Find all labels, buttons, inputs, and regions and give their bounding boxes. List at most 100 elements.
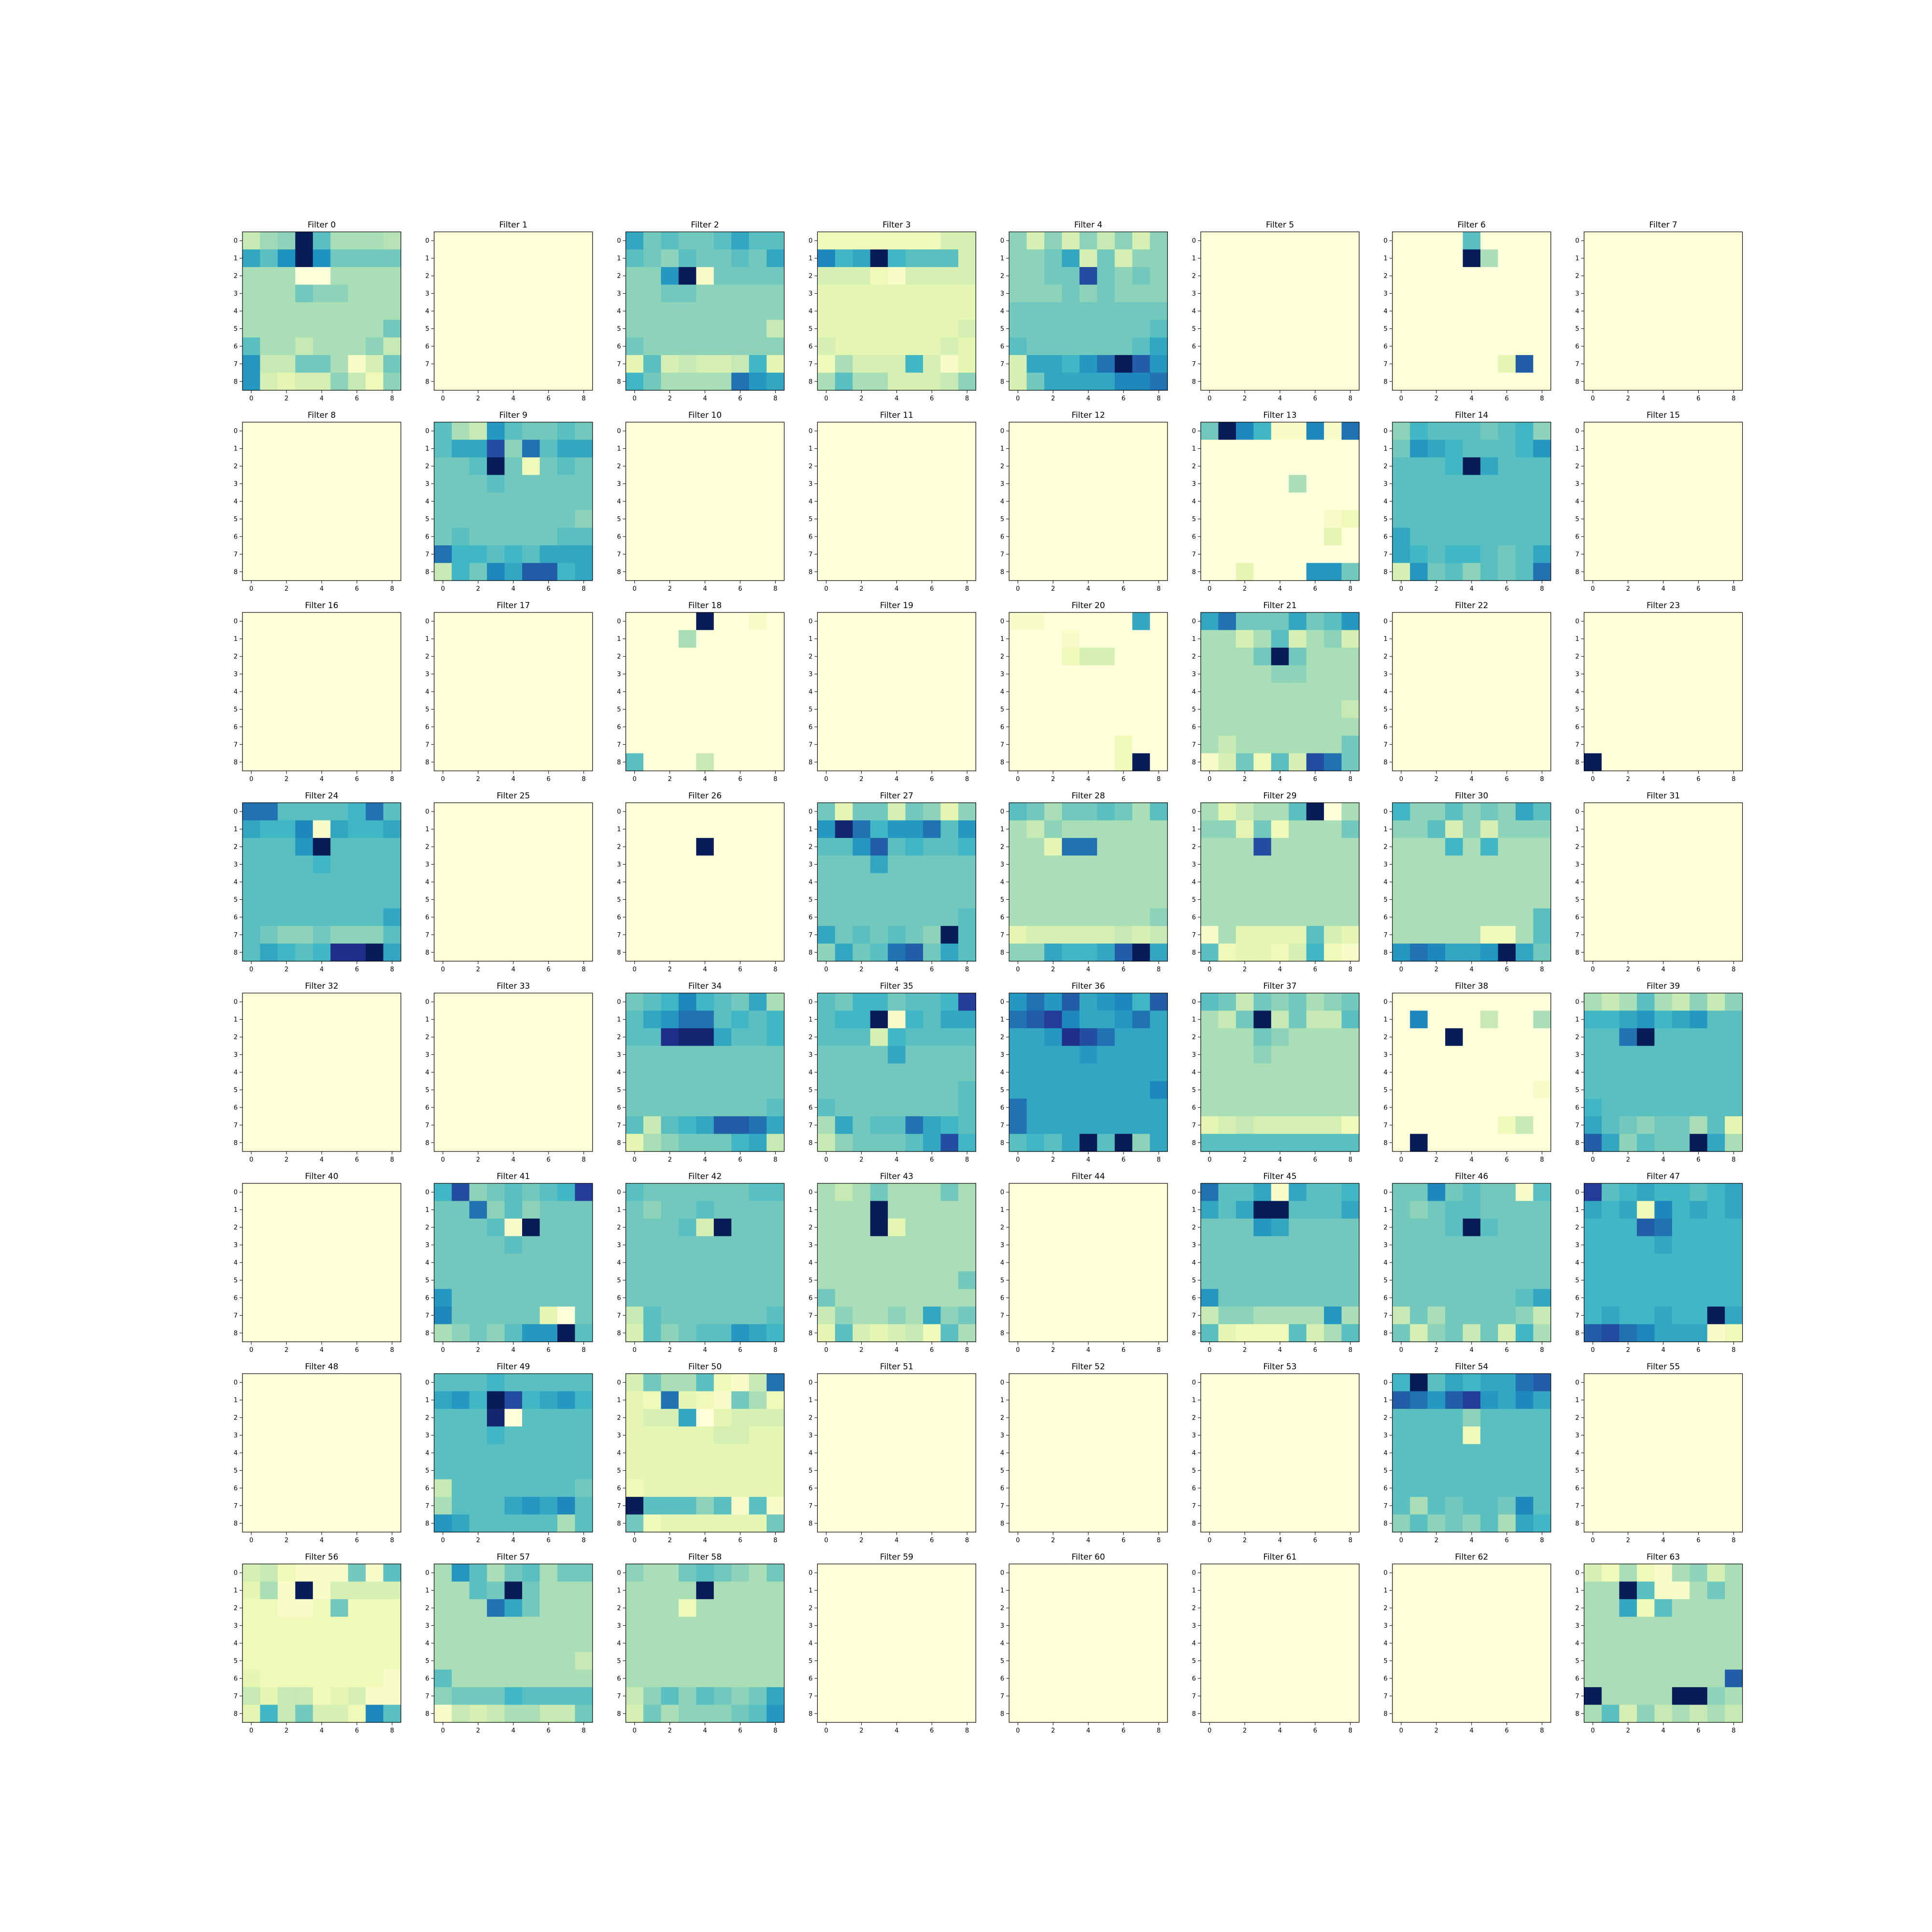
heatmap-cell xyxy=(1463,1134,1481,1152)
heatmap-cell xyxy=(1619,993,1637,1011)
heatmap-cell xyxy=(504,718,523,736)
heatmap-cell xyxy=(713,1010,732,1029)
heatmap-cell xyxy=(749,926,767,944)
heatmap-cell xyxy=(1654,718,1673,736)
heatmap-cell xyxy=(905,1236,923,1254)
heatmap-cell xyxy=(923,563,941,581)
panel-title: Filter 19 xyxy=(880,601,913,611)
heatmap-cell xyxy=(1253,612,1272,631)
heatmap-cell xyxy=(1079,1289,1098,1307)
heatmap-cell xyxy=(905,873,923,891)
heatmap-cell xyxy=(1619,1028,1637,1046)
heatmap-cell xyxy=(1725,1081,1743,1099)
heatmap-cell xyxy=(1584,492,1602,511)
heatmap-cell xyxy=(696,736,714,754)
heatmap-cell xyxy=(260,682,278,701)
x-tick-label: 0 xyxy=(633,395,637,402)
x-tick-label: 4 xyxy=(320,1347,324,1354)
heatmap-cell xyxy=(749,993,767,1011)
heatmap-cell xyxy=(1480,1046,1499,1064)
heatmap-cell xyxy=(749,475,767,493)
heatmap-cell xyxy=(1619,249,1637,268)
heatmap-cell xyxy=(522,1218,540,1236)
heatmap-cell xyxy=(1533,718,1551,736)
heatmap-cell xyxy=(1654,475,1673,493)
y-tick-label: 4 xyxy=(1192,689,1196,696)
x-tick-label: 2 xyxy=(1626,966,1630,973)
heatmap-cell xyxy=(434,926,452,944)
heatmap-cell xyxy=(870,267,888,285)
heatmap-cell xyxy=(1725,753,1743,771)
heatmap-cell xyxy=(817,943,836,962)
heatmap-cell xyxy=(767,475,785,493)
heatmap-cell xyxy=(469,302,487,320)
y-tick-label: 2 xyxy=(1192,844,1196,851)
heatmap-cell xyxy=(1079,1218,1098,1236)
x-tick-label: 6 xyxy=(547,395,551,402)
y-tick-label: 6 xyxy=(1192,343,1196,350)
heatmap-cell xyxy=(678,1289,696,1307)
heatmap-cell xyxy=(1341,855,1360,874)
heatmap-cell xyxy=(1480,284,1499,303)
y-tick-label: 5 xyxy=(426,1277,429,1284)
y-tick-label: 5 xyxy=(1000,896,1004,904)
heatmap-cell xyxy=(1271,682,1289,701)
heatmap-cell xyxy=(295,1010,313,1029)
y-tick-label: 8 xyxy=(426,759,429,766)
heatmap-cell xyxy=(1044,993,1063,1011)
heatmap-cell xyxy=(749,510,767,528)
y-tick-label: 5 xyxy=(426,516,429,523)
heatmap-cell xyxy=(767,718,785,736)
heatmap-cell xyxy=(852,1010,871,1029)
heatmap-cell xyxy=(1707,873,1725,891)
heatmap-cell xyxy=(749,302,767,320)
heatmap-cell xyxy=(557,1218,575,1236)
heatmap-cell xyxy=(1236,249,1254,268)
heatmap-cell xyxy=(1584,736,1602,754)
heatmap-cell xyxy=(504,1236,523,1254)
heatmap-cell xyxy=(1636,1116,1655,1135)
heatmap-cell xyxy=(1515,665,1534,683)
heatmap-cell xyxy=(1725,1134,1743,1152)
heatmap-cell xyxy=(260,1236,278,1254)
heatmap-cell xyxy=(1009,700,1027,719)
heatmap-cell xyxy=(313,527,331,546)
heatmap-cell xyxy=(1079,1063,1098,1081)
heatmap-cell xyxy=(1463,926,1481,944)
heatmap-cell xyxy=(383,1324,401,1342)
heatmap-cell xyxy=(625,1307,644,1325)
heatmap-cell xyxy=(678,284,696,303)
heatmap-cell xyxy=(348,1307,366,1325)
heatmap-cell xyxy=(1114,926,1133,944)
heatmap-cell xyxy=(1201,630,1219,648)
heatmap-cell xyxy=(1114,803,1133,821)
heatmap-cell xyxy=(817,422,836,440)
heatmap-cell xyxy=(1324,682,1342,701)
heatmap-cell xyxy=(888,993,906,1011)
heatmap-cell xyxy=(1150,647,1168,666)
heatmap-cell xyxy=(348,838,366,856)
y-tick-label: 3 xyxy=(1000,290,1004,298)
heatmap-cell xyxy=(504,1271,523,1290)
heatmap-cell xyxy=(1427,647,1446,666)
heatmap-cell xyxy=(1498,249,1516,268)
heatmap-cell xyxy=(625,700,644,719)
y-tick-label: 8 xyxy=(1000,378,1004,385)
y-tick-label: 5 xyxy=(1000,516,1004,523)
heatmap-cell xyxy=(383,943,401,962)
heatmap-cell xyxy=(835,838,853,856)
x-tick-label: 6 xyxy=(738,1347,742,1354)
heatmap-cell xyxy=(1150,993,1168,1011)
heatmap-cell xyxy=(1132,1218,1151,1236)
heatmap-cell xyxy=(575,1271,593,1290)
heatmap-cell xyxy=(366,563,384,581)
heatmap-cell xyxy=(905,1010,923,1029)
heatmap-cell xyxy=(277,372,296,391)
y-tick-label: 5 xyxy=(1384,706,1388,713)
panel-title: Filter 37 xyxy=(1263,981,1296,991)
heatmap-cell xyxy=(1707,753,1725,771)
heatmap-cell xyxy=(557,630,575,648)
heatmap-cell xyxy=(1498,891,1516,909)
heatmap-cell xyxy=(940,563,959,581)
heatmap-cell xyxy=(1445,700,1463,719)
